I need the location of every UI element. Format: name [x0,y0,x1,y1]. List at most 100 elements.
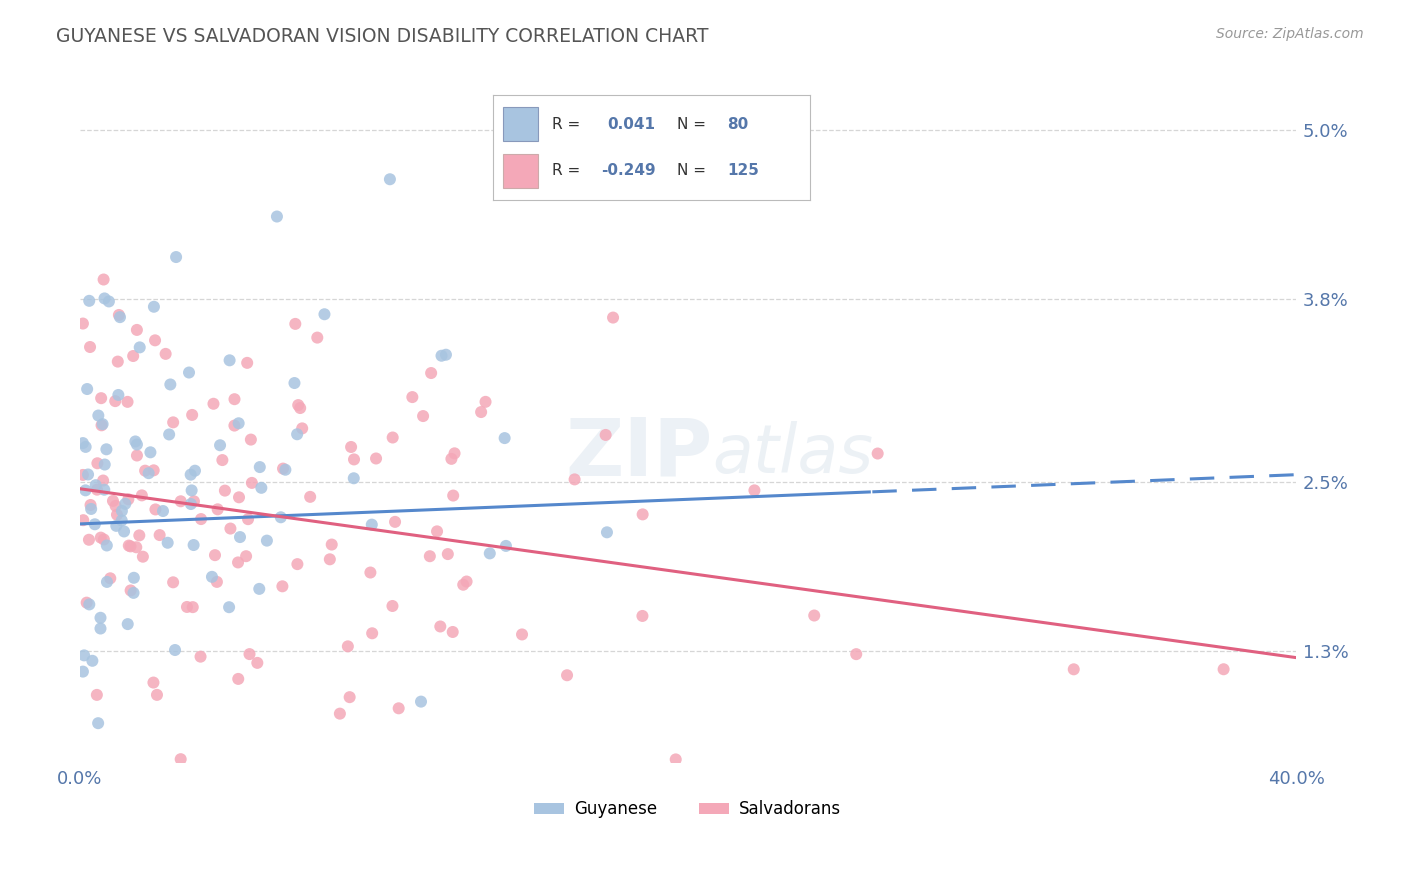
Point [287,398,309,412]
Point [107,354,129,368]
Point [631,508,654,522]
Point [271,461,294,475]
Point [117,395,139,409]
Point [299,490,322,504]
Point [170,494,193,508]
Point [343,471,366,485]
Point [470,405,492,419]
Point [134,464,156,478]
Point [139,445,162,459]
Point [219,522,242,536]
Point [744,483,766,498]
Point [361,626,384,640]
Point [112,784,135,798]
Point [104,394,127,409]
Point [101,494,124,508]
Point [314,307,336,321]
Point [159,377,181,392]
Point [117,617,139,632]
Point [555,668,578,682]
Point [183,494,205,508]
Point [76,596,98,610]
Point [224,392,246,407]
Point [122,586,145,600]
Point [97,294,120,309]
Point [72,317,94,331]
Point [96,574,118,589]
Point [155,347,177,361]
Point [132,549,155,564]
Point [510,627,533,641]
Point [228,417,250,431]
Point [238,647,260,661]
Point [249,460,271,475]
Point [125,437,148,451]
Point [96,539,118,553]
Point [218,600,240,615]
Point [87,716,110,731]
Point [86,688,108,702]
Point [665,752,688,766]
Point [180,483,202,498]
Point [87,409,110,423]
Point [285,427,308,442]
Point [595,428,617,442]
Point [107,388,129,402]
Point [388,701,411,715]
Point [93,458,115,472]
Point [90,391,112,405]
Point [378,172,401,186]
Point [207,502,229,516]
Point [90,531,112,545]
Point [288,401,311,415]
Point [564,472,586,486]
Point [1063,662,1085,676]
Point [146,688,169,702]
Point [111,513,134,527]
Point [441,489,464,503]
Point [190,512,212,526]
Point [93,533,115,547]
Point [429,619,451,633]
Text: Source: ZipAtlas.com: Source: ZipAtlas.com [1216,27,1364,41]
Point [93,483,115,497]
Point [209,438,232,452]
Point [117,492,139,507]
Point [360,517,382,532]
Point [108,308,131,322]
Point [145,502,167,516]
Point [226,556,249,570]
Point [104,499,127,513]
Point [283,376,305,390]
Point [125,323,148,337]
Point [83,517,105,532]
Point [125,449,148,463]
Point [384,515,406,529]
Point [440,451,463,466]
Point [803,608,825,623]
Point [202,397,225,411]
Point [201,570,224,584]
Point [336,640,359,654]
Point [79,598,101,612]
Point [184,464,207,478]
Point [434,348,457,362]
Point [329,706,352,721]
Point [75,483,97,498]
Point [211,453,233,467]
Point [274,463,297,477]
Point [401,390,423,404]
Point [124,434,146,449]
Point [79,340,101,354]
Point [412,409,434,423]
Point [359,566,381,580]
Point [163,643,186,657]
Point [443,446,465,460]
Point [284,317,307,331]
Point [631,609,654,624]
Point [239,433,262,447]
Point [89,622,111,636]
Point [76,382,98,396]
Point [77,467,100,482]
Point [98,571,121,585]
